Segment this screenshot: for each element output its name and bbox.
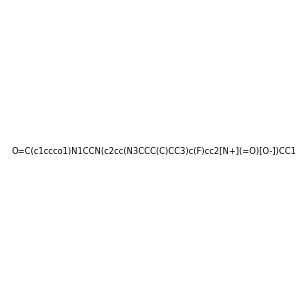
Text: O=C(c1ccco1)N1CCN(c2cc(N3CCC(C)CC3)c(F)cc2[N+](=O)[O-])CC1: O=C(c1ccco1)N1CCN(c2cc(N3CCC(C)CC3)c(F)c… — [11, 147, 296, 156]
